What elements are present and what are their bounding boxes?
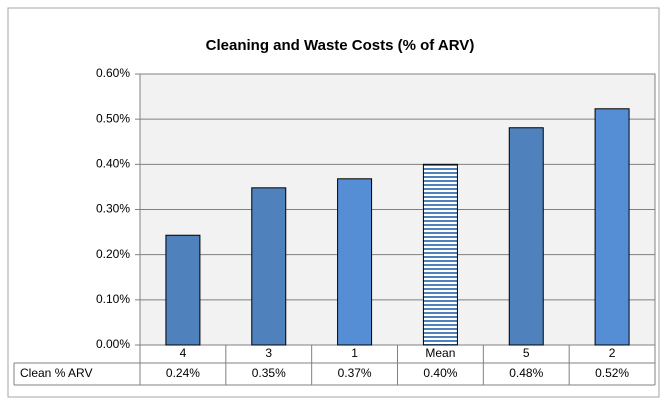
bar [337,178,373,346]
legend-label: Clean % ARV [20,366,93,380]
bar [508,127,544,346]
chart-title: Cleaning and Waste Costs (% of ARV) [206,37,475,54]
x-tick-label: 5 [523,346,530,360]
y-tick-label: 0.00% [96,337,130,351]
bar [594,108,630,346]
y-tick-label: 0.40% [96,157,130,171]
x-tick-label: 1 [351,346,358,360]
x-tick-label: 3 [265,346,272,360]
y-tick-label: 0.50% [96,111,130,125]
table-value: 0.37% [338,366,372,380]
table-value: 0.24% [166,366,200,380]
y-tick-label: 0.20% [96,247,130,261]
bar [165,234,201,346]
bar [251,187,287,346]
table-value: 0.35% [252,366,286,380]
x-tick-label: Mean [425,346,455,360]
bar [422,163,458,346]
x-tick-label: 4 [180,346,187,360]
y-tick-label: 0.30% [96,202,130,216]
y-tick-label: 0.60% [96,66,130,80]
table-value: 0.52% [595,366,629,380]
y-tick-label: 0.10% [96,292,130,306]
table-value: 0.48% [509,366,543,380]
x-tick-label: 2 [609,346,616,360]
table-value: 0.40% [423,366,457,380]
